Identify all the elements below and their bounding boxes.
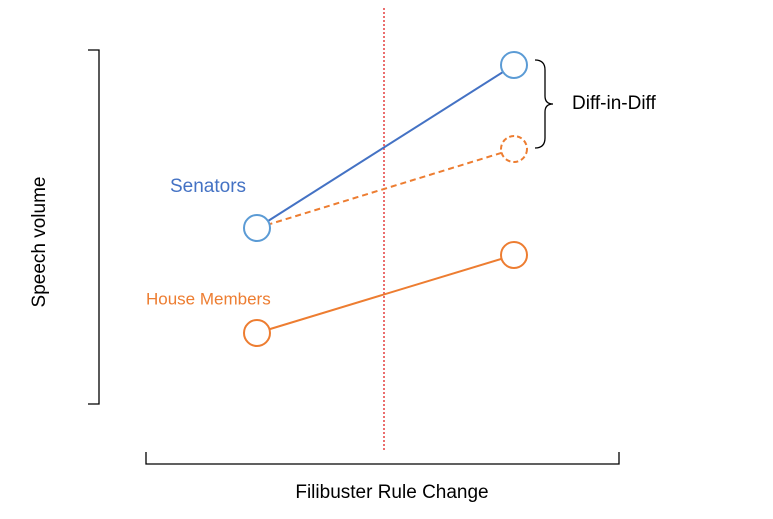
- counterfactual-line: [256, 148, 515, 229]
- senators-line: [256, 64, 515, 229]
- y-bracket: [88, 49, 100, 405]
- diff-brace: [534, 59, 554, 149]
- senators-after: [500, 51, 528, 79]
- house-label: House Members: [146, 289, 271, 308]
- x-bracket: [145, 452, 620, 465]
- counterfactual-point: [500, 135, 528, 163]
- x-axis-label: Filibuster Rule Change: [295, 482, 488, 503]
- senators-before: [243, 214, 271, 242]
- house-after: [500, 241, 528, 269]
- diff-label: Diff-in-Diff: [572, 93, 656, 114]
- house-before: [243, 319, 271, 347]
- y-axis-label: Speech volume: [29, 177, 50, 308]
- senators-label: Senators: [170, 176, 246, 197]
- house-line: [256, 254, 515, 334]
